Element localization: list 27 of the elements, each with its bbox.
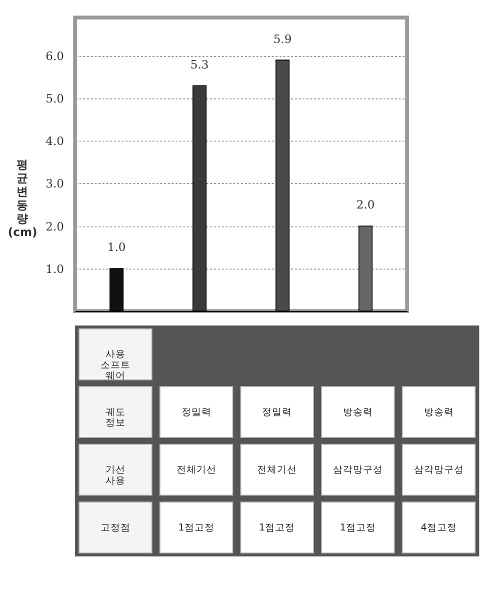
y-tick-label: 5.0 — [46, 92, 64, 106]
text: 1점고정 — [259, 522, 296, 534]
y-axis-title: 평균변동량(cm) — [8, 158, 38, 239]
category-label: 사용 소프트 웨어 — [100, 349, 130, 382]
data-label: 5.9 — [273, 32, 292, 46]
text: 방송력 — [424, 406, 454, 418]
text: 4점고정 — [420, 522, 457, 534]
category-label: 고정점 — [100, 522, 130, 534]
text: 정밀력 — [181, 406, 212, 418]
text: 삼각망구성 — [414, 464, 464, 476]
y-tick-label: 1.0 — [46, 262, 64, 276]
y-tick-label: 6.0 — [46, 49, 64, 64]
text: 정밀력 — [262, 406, 292, 418]
text: 방송력 — [342, 406, 373, 418]
text: 1점고정 — [178, 522, 214, 534]
y-tick-label: 2.0 — [46, 219, 64, 234]
category-label: 기선 사용 — [105, 464, 126, 486]
text: 전체기선 — [176, 464, 216, 476]
text: 삼각망구성 — [332, 464, 383, 476]
data-label: 1.0 — [107, 240, 126, 254]
text: 1점고정 — [340, 522, 376, 534]
text: 전체기선 — [257, 464, 298, 476]
data-label: 2.0 — [356, 198, 375, 212]
y-tick-label: 4.0 — [46, 134, 64, 148]
data-label: 5.3 — [190, 57, 209, 72]
category-label: 궤도 정보 — [105, 406, 126, 429]
y-tick-label: 3.0 — [46, 176, 64, 191]
